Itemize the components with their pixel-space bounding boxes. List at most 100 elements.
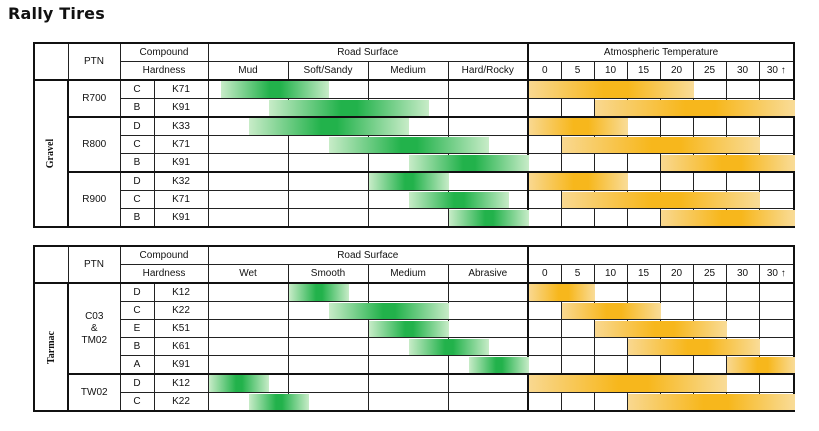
road-cell: [287, 337, 369, 356]
temperature-header: 30 ↑: [758, 61, 795, 81]
table-row: B K91: [34, 153, 795, 173]
temp-cell: [659, 171, 694, 191]
temp-cell: [758, 355, 795, 375]
temp-cell: [692, 98, 727, 118]
temp-cell: [626, 282, 661, 302]
gravel-table: PTN Compound Road Surface Atmospheric Tempe…: [33, 42, 796, 228]
compound-header: Compound: [119, 42, 209, 62]
road-cell: [287, 98, 369, 118]
hardness-cell: K22: [153, 301, 209, 320]
ptn-label-line: &: [90, 322, 98, 334]
hardness-cell: K91: [153, 153, 209, 173]
temp-cell: [560, 319, 595, 338]
road-cell: [367, 116, 449, 136]
temp-cell: [758, 79, 795, 99]
temp-cell: [725, 392, 760, 412]
temp-cell: [692, 153, 727, 173]
temp-cell: [593, 171, 628, 191]
category-label: Tarmac: [33, 282, 69, 412]
road-cell: [207, 116, 289, 136]
hardness-cell: K71: [153, 135, 209, 154]
compound-cell: D: [119, 282, 155, 302]
surface-header: Hard/Rocky: [447, 61, 530, 81]
temp-cell: [626, 208, 661, 228]
temp-cell: [758, 190, 795, 209]
temp-cell: [560, 153, 595, 173]
road-cell: [367, 355, 449, 375]
temp-cell: [527, 355, 562, 375]
temp-cell: [626, 337, 661, 356]
temp-cell: [758, 282, 795, 302]
temp-cell: [560, 171, 595, 191]
subheader-row: Hardness Wet Smooth Medium Abrasive 0 5 10 15 20 2…: [34, 264, 795, 284]
road-cell: [447, 208, 530, 228]
temp-cell: [527, 208, 562, 228]
road-cell: [447, 135, 530, 154]
temp-cell: [560, 355, 595, 375]
road-cell: [287, 301, 369, 320]
surface-header: Medium: [367, 264, 449, 284]
table-row: A K91: [34, 355, 795, 375]
temp-cell: [725, 301, 760, 320]
temp-cell: [725, 282, 760, 302]
temp-cell: [725, 355, 760, 375]
ptn-label-line: C03: [85, 310, 104, 322]
temp-cell: [692, 79, 727, 99]
road-cell: [367, 392, 449, 412]
compound-cell: A: [119, 355, 155, 375]
temperature-header: 0: [527, 61, 562, 81]
hardness-cell: K12: [153, 282, 209, 302]
ptn-cell: TW02: [67, 373, 121, 412]
hardness-cell: K91: [153, 355, 209, 375]
temp-cell: [593, 79, 628, 99]
compound-header: Compound: [119, 245, 209, 265]
road-cell: [367, 282, 449, 302]
compound-cell: D: [119, 116, 155, 136]
temp-cell: [560, 116, 595, 136]
hardness-cell: K12: [153, 373, 209, 393]
temp-cell: [593, 373, 628, 393]
temp-cell: [560, 337, 595, 356]
temp-cell: [527, 116, 562, 136]
temp-cell: [560, 190, 595, 209]
hardness-cell: K71: [153, 190, 209, 209]
temp-cell: [659, 301, 694, 320]
compound-cell: D: [119, 171, 155, 191]
temp-cell: [626, 355, 661, 375]
surface-header: Wet: [207, 264, 289, 284]
road-cell: [207, 319, 289, 338]
temp-cell: [725, 171, 760, 191]
temp-cell: [626, 116, 661, 136]
page-title: Rally Tires: [8, 4, 105, 23]
table-row: E K51: [34, 319, 795, 338]
hardness-cell: K32: [153, 171, 209, 191]
road-surface-header: Road Surface: [207, 245, 530, 265]
temp-cell: [527, 282, 562, 302]
temperature-header: 20: [659, 61, 694, 81]
temp-cell: [593, 135, 628, 154]
temp-cell: [560, 98, 595, 118]
temp-cell: [692, 373, 727, 393]
road-cell: [447, 98, 530, 118]
temp-cell: [725, 373, 760, 393]
temp-cell: [593, 116, 628, 136]
category-label: Gravel: [33, 79, 69, 228]
table-row: Gravel R700 C K71: [33, 79, 795, 228]
temperature-header: 5: [560, 264, 595, 284]
temp-cell: [593, 355, 628, 375]
temp-cell: [692, 301, 727, 320]
temp-cell: [527, 319, 562, 338]
compound-cell: E: [119, 319, 155, 338]
road-cell: [207, 190, 289, 209]
category-text: Gravel: [45, 138, 57, 169]
temp-cell: [527, 79, 562, 99]
temp-cell: [626, 392, 661, 412]
temp-cell: [527, 153, 562, 173]
temp-cell: [659, 319, 694, 338]
temp-cell: [560, 79, 595, 99]
temperature-header: 5: [560, 61, 595, 81]
road-cell: [287, 355, 369, 375]
corner-cell: [33, 42, 69, 81]
category-text: Tarmac: [45, 330, 57, 364]
road-cell: [367, 373, 449, 393]
